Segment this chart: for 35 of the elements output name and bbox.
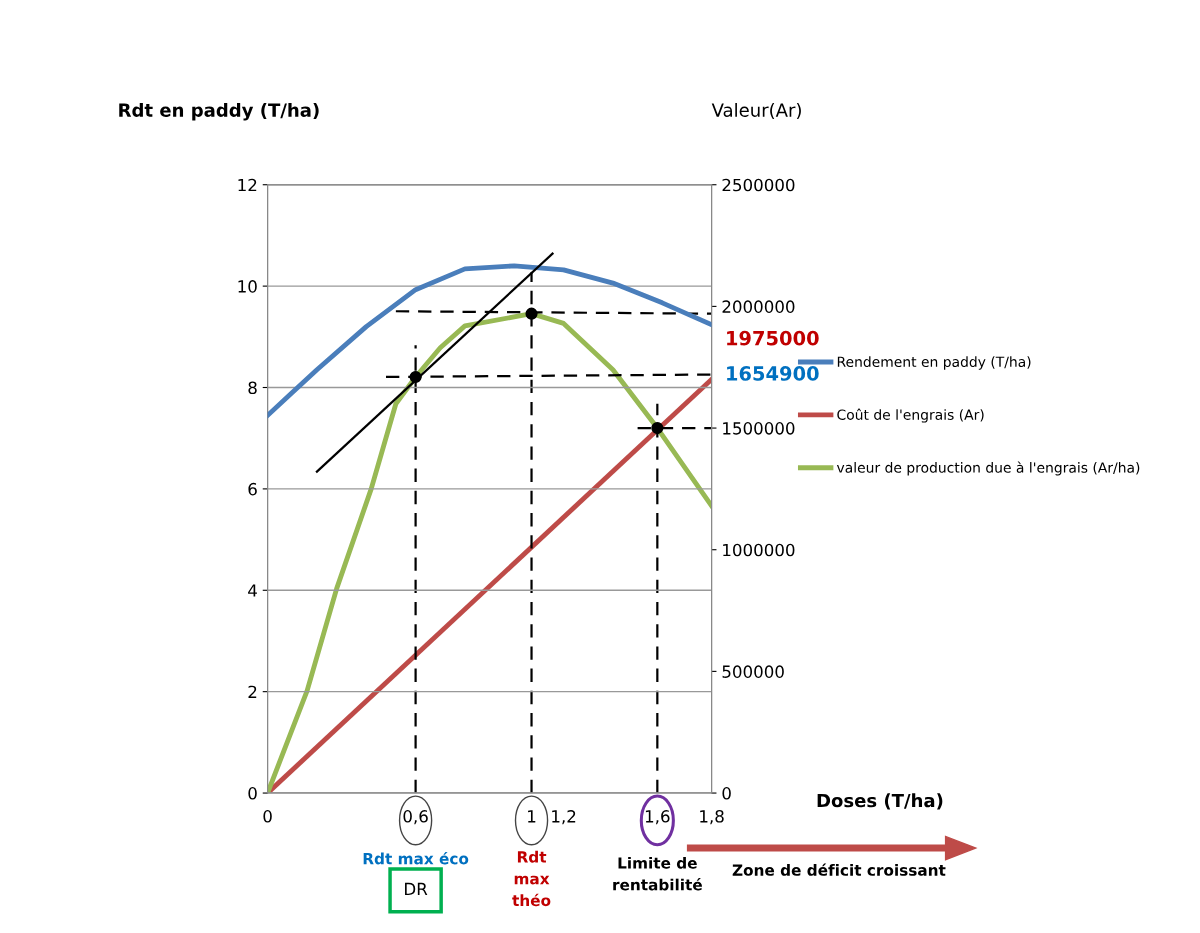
y-tick-label: 12 [238, 178, 257, 192]
x-axis-title: Doses (T/ha) [817, 793, 943, 810]
legend-label: Rendement en paddy (T/ha) [837, 356, 1031, 370]
text: DR [405, 882, 428, 895]
point [651, 421, 664, 435]
y-tick-label: 8 [248, 381, 257, 395]
text: Rdt max théo [512, 850, 551, 907]
y2-tick-label: 2500000 [722, 178, 795, 192]
y-tick-label: 0 [248, 787, 257, 800]
y2-tick-label: 0 [722, 787, 731, 800]
x-tick-label: 0 [263, 810, 272, 823]
y2-tick-label: 2000000 [722, 300, 795, 313]
y-tick-label: 4 [248, 584, 257, 597]
y-axis-title: Rdt en paddy (T/ha) [119, 102, 319, 121]
y-tick-label: 6 [248, 482, 257, 496]
x-tick-label: 1,2 [552, 810, 576, 825]
y2-tick-label: 500000 [722, 665, 784, 678]
x-tick-label: 0,6 [403, 810, 428, 825]
y-tick-label: 10 [238, 280, 257, 293]
legend-label: Coût de l'engrais (Ar) [837, 408, 984, 423]
y2-tick-label: 1500000 [723, 422, 795, 435]
point [525, 307, 538, 320]
x-tick-label: 1,6 [645, 810, 670, 825]
text: Zone de déficit croissant [732, 863, 946, 876]
text: Limite de rentabilité [613, 856, 702, 891]
legend-label: valeur de production due à l'engrais (Ar/ha) [836, 461, 1140, 476]
x-tick-label: 1 [528, 810, 536, 823]
y-tick-label: 2 [248, 685, 257, 698]
y2-tick-label: 1000000 [723, 543, 795, 557]
text: 1975000 [727, 330, 819, 346]
x-tick-label: 1,8 [700, 810, 724, 825]
text: Rdt max éco [363, 851, 469, 865]
line-series [267, 263, 712, 418]
text: 1654900 [727, 366, 819, 381]
y2-axis-title: Valeur(Ar) [711, 102, 801, 120]
